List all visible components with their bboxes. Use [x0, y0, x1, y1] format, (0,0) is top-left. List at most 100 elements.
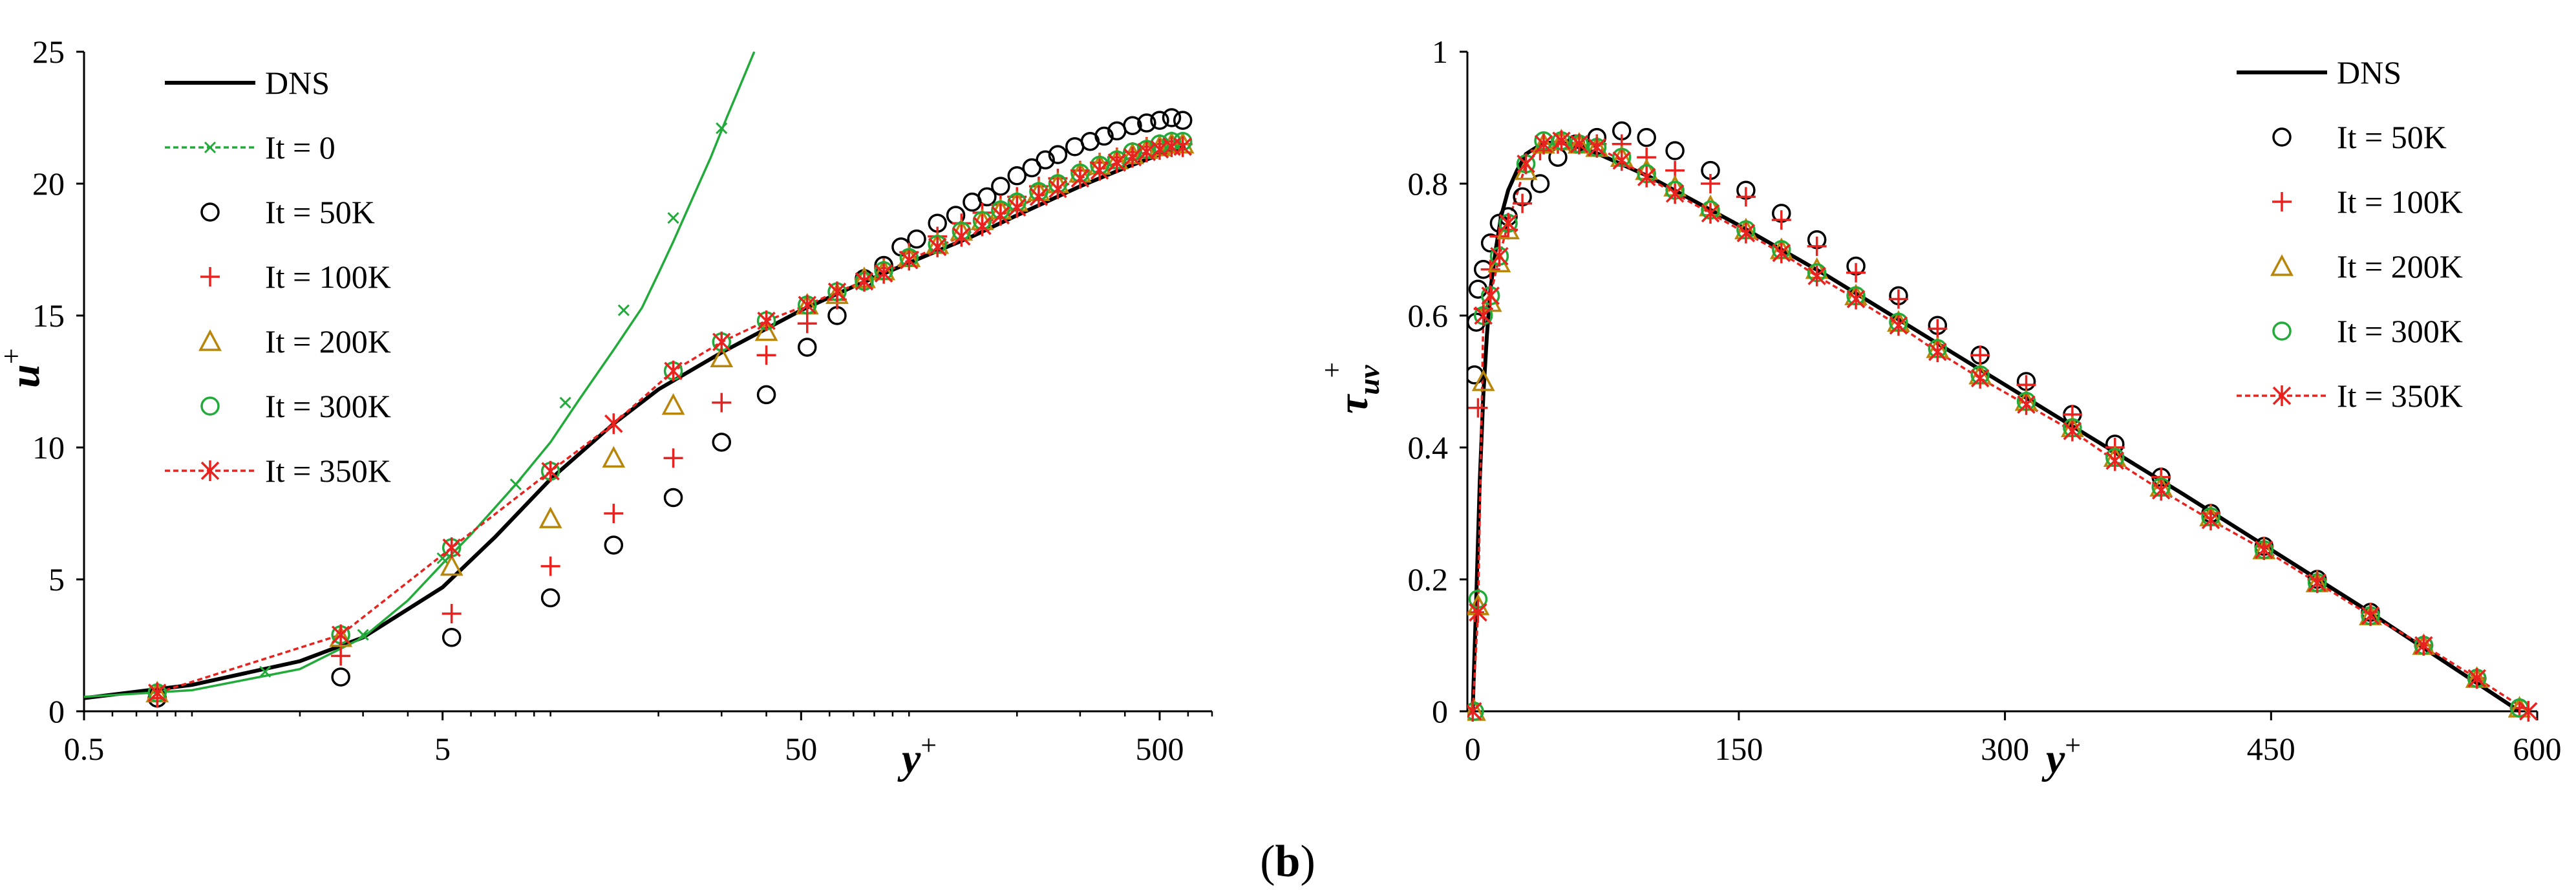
caption-close: ): [1300, 837, 1315, 887]
series-point-it-350k: [2467, 668, 2486, 689]
legend-entry-it-300k-marker: [2272, 321, 2292, 341]
series-point-it-350k: [2063, 420, 2082, 442]
series-point-it-100k: [1736, 187, 1756, 207]
legend-entry-it-200k-marker: [2270, 254, 2294, 276]
y-tick-label: 15: [32, 297, 65, 334]
series-point-it-350k: [147, 682, 167, 704]
series-point-it-100k: [1928, 319, 1948, 339]
series-point-it-350k: [2361, 605, 2380, 627]
series-point-it-350k: [1517, 153, 1535, 175]
series-point-it-50k: [907, 229, 926, 249]
x-axis-label-sup: +: [2065, 729, 2081, 761]
series-point-it-350k: [604, 413, 623, 435]
series-point-it-100k: [540, 556, 560, 576]
series-point-it-350k: [712, 331, 731, 352]
legend-entry-dns-label: DNS: [2337, 54, 2401, 91]
legend: DNS It = 0 It = 50K It = 100K It = 200K It = …: [165, 65, 391, 489]
legend-entry-it-350k-label: It = 350K: [265, 453, 391, 489]
series-point-it-100k: [604, 504, 624, 523]
legend-entry-it-200k-label: It = 200K: [2337, 248, 2463, 285]
series-point-it-350k: [1534, 133, 1553, 155]
series-point-it-350k: [1889, 315, 1908, 336]
series-point-it-350k: [1474, 305, 1493, 326]
series-point-it-350k: [2105, 450, 2125, 471]
series-point-it-100k: [797, 314, 817, 334]
series-point-it-350k: [973, 215, 992, 237]
plot-area: [1467, 121, 2538, 722]
series-point-it-350k: [900, 250, 919, 271]
series-point-it-350k: [1807, 265, 1826, 286]
series-point-it-100k: [1888, 289, 1908, 309]
series-point-it-50k: [756, 385, 776, 405]
series-point-it-350k: [874, 263, 893, 284]
series-point-it-100k: [712, 393, 732, 413]
series-point-it-50k: [1007, 166, 1027, 186]
series-point-it-350k: [952, 226, 971, 247]
series-point-it-350k: [1090, 160, 1109, 181]
series-line-dns: [1471, 140, 2521, 713]
legend-entry-it-300k-marker: [200, 396, 220, 416]
x-tick-label: 0: [1465, 731, 1481, 767]
legend-entry-it-100k-label: It = 100K: [2337, 184, 2463, 220]
series-point-it-350k: [331, 624, 350, 645]
series-point-it-0: [559, 396, 571, 409]
series-point-it-350k: [442, 537, 461, 559]
series-point-it-100k: [1513, 193, 1533, 213]
series-point-it-0: [716, 122, 728, 134]
series-point-it-350k: [1490, 246, 1509, 267]
series-point-it-50k: [1137, 113, 1156, 133]
x-axis-label-base: y: [897, 735, 921, 782]
legend-entry-dns-label: DNS: [265, 65, 330, 101]
x-axis-label: y+: [2041, 729, 2081, 782]
series-point-it-100k: [331, 646, 351, 666]
series-point-it-50k: [991, 177, 1010, 196]
series-point-it-350k: [2414, 635, 2433, 656]
legend-entry-it-50k-label: It = 50K: [265, 194, 375, 230]
legend-entry-it-100k-label: It = 100K: [265, 259, 391, 295]
series-point-it-350k: [827, 281, 847, 303]
x-tick-label: 150: [1714, 731, 1763, 767]
y-axis-label-sup: +: [0, 348, 27, 364]
series-point-it-350k: [1665, 183, 1685, 204]
series-point-it-350k: [928, 236, 947, 257]
legend-entry-it-300k-label: It = 300K: [2337, 313, 2463, 349]
series-point-it-50k: [1123, 116, 1142, 135]
x-tick-label: 450: [2247, 731, 2295, 767]
caption-letter: b: [1275, 837, 1301, 887]
legend-entry-it-50k-label: It = 50K: [2337, 119, 2447, 155]
series-point-it-50k: [827, 306, 847, 325]
x-axis-label-sup: +: [921, 729, 937, 761]
series-point-it-50k: [540, 588, 560, 608]
y-tick-label: 5: [48, 561, 65, 597]
series-line-it-0: [84, 51, 756, 698]
series-point-it-350k: [1772, 242, 1791, 264]
y-axis-label-sub: uv: [1352, 365, 1385, 395]
series-point-it-350k: [2201, 510, 2220, 531]
y-tick-label: 10: [32, 429, 65, 466]
x-tick-label: 500: [1135, 731, 1184, 767]
x-tick-label: 50: [785, 731, 817, 767]
caption-open: (: [1260, 837, 1275, 887]
series-point-it-350k: [1467, 701, 1482, 722]
series-point-it-200k: [661, 393, 685, 415]
series-point-it-200k: [538, 506, 562, 528]
series-point-it-100k: [1846, 263, 1866, 283]
y-tick-label: 25: [32, 34, 65, 70]
legend-entry-it-350k-label: It = 350K: [2337, 378, 2463, 414]
series-point-it-350k: [798, 294, 816, 316]
series-point-it-350k: [1048, 178, 1067, 200]
legend-entry-it-200k-label: It = 200K: [265, 323, 391, 360]
series-point-it-350k: [1070, 167, 1090, 189]
series-point-it-350k: [1469, 602, 1487, 623]
series-point-it-100k: [1530, 141, 1550, 160]
series-point-it-350k: [1173, 136, 1192, 157]
series-point-it-350k: [1570, 133, 1589, 155]
series-point-it-0: [617, 304, 630, 316]
series-point-it-350k: [1029, 186, 1048, 208]
legend-entry-it-350k-marker: [200, 460, 220, 481]
series-point-it-0: [509, 479, 522, 491]
x-tick-label: 0.5: [64, 731, 105, 767]
